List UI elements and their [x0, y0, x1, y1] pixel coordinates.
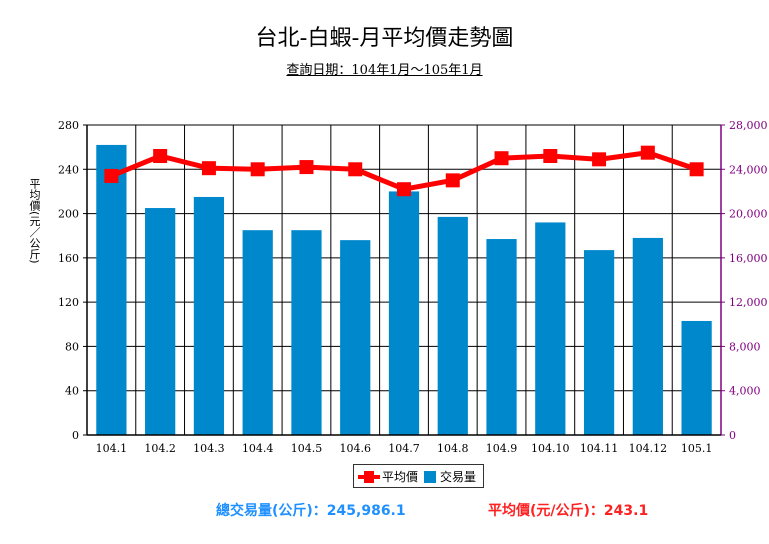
x-tick-label: 104.7	[388, 442, 420, 455]
x-tick-label: 104.12	[629, 442, 668, 455]
bar-104.9	[486, 239, 517, 435]
bar-104.6	[340, 240, 371, 435]
legend-line-swatch	[358, 471, 380, 483]
average-price-text: 平均價(元/公斤)：243.1	[488, 503, 649, 519]
chart-subtitle: 查詢日期：104年1月～105年1月	[286, 63, 483, 78]
x-tick-label: 104.9	[486, 442, 518, 455]
y-axis-label: 平均價(元／公斤)	[28, 178, 41, 264]
axes	[86, 125, 722, 436]
price-point-105.1	[689, 162, 704, 177]
price-point-104.2	[153, 149, 168, 163]
bar-105.1	[681, 320, 712, 435]
y-right-tick-label: 0	[729, 429, 736, 442]
legend-item-volume: 交易量	[424, 469, 482, 485]
y-left-tick-label: 160	[58, 252, 79, 265]
y-left-tick-label: 200	[58, 208, 79, 221]
price-point-104.8	[445, 173, 460, 188]
bar-104.5	[291, 230, 322, 435]
grid-lines	[86, 124, 722, 436]
price-point-104.4	[250, 162, 265, 177]
tick-labels: 0 40 80 120 160 200 240 280 0 4,000 8,000 12,000 16,…	[58, 119, 768, 455]
x-tick-label: 104.3	[193, 442, 225, 455]
y-right-tick-label: 24,000	[729, 163, 768, 176]
x-tick-label: 104.2	[144, 442, 176, 455]
x-tick-label: 104.10	[531, 442, 570, 455]
x-tick-label: 105.1	[681, 442, 713, 455]
price-point-104.3	[201, 161, 216, 176]
y-right-tick-label: 8,000	[729, 340, 761, 353]
price-point-104.9	[494, 151, 509, 166]
x-tick-label: 104.8	[437, 442, 469, 455]
x-tick-label: 104.11	[580, 442, 619, 455]
price-point-104.7	[397, 182, 411, 197]
legend: 平均價 交易量	[353, 464, 484, 488]
price-point-104.12	[640, 145, 655, 160]
legend-label-price: 平均價	[382, 470, 419, 484]
bar-104.3	[193, 196, 225, 435]
price-line	[104, 145, 704, 197]
y-right-tick-label: 16,000	[729, 252, 768, 265]
bar-104.1	[96, 144, 127, 435]
price-point-104.5	[299, 160, 314, 175]
legend-bar-swatch	[424, 471, 436, 483]
y-left-tick-label: 0	[72, 429, 79, 442]
bar-104.2	[145, 208, 176, 435]
legend-item-price: 平均價	[358, 469, 419, 485]
chart-title: 台北-白蝦-月平均價走勢圖	[255, 26, 514, 51]
bar-104.8	[437, 216, 468, 435]
x-tick-label: 104.1	[96, 442, 128, 455]
price-point-104.6	[348, 162, 363, 177]
x-tick-label: 104.6	[339, 442, 371, 455]
y-right-tick-label: 28,000	[729, 119, 768, 132]
y-left-tick-label: 80	[65, 340, 79, 353]
x-tick-label: 104.4	[242, 442, 274, 455]
x-tick-label: 104.5	[291, 442, 323, 455]
total-volume-text: 總交易量(公斤)：245,986.1	[216, 503, 406, 519]
y-right-tick-label: 4,000	[729, 385, 761, 398]
price-point-104.1	[104, 168, 119, 183]
bar-104.10	[535, 222, 566, 435]
legend-label-volume: 交易量	[440, 470, 477, 484]
price-point-104.10	[543, 149, 558, 163]
y-left-tick-label: 280	[58, 119, 79, 132]
y-right-tick-label: 12,000	[729, 296, 768, 309]
y-left-tick-label: 240	[58, 163, 79, 176]
y-right-tick-label: 20,000	[729, 208, 768, 221]
bar-104.11	[583, 250, 615, 435]
price-point-104.11	[592, 152, 607, 167]
bar-104.4	[242, 230, 273, 435]
y-left-tick-label: 120	[58, 296, 79, 309]
bar-104.7	[388, 191, 420, 435]
bar-104.12	[632, 237, 663, 435]
y-left-tick-label: 40	[65, 385, 79, 398]
volume-bars	[96, 144, 712, 435]
